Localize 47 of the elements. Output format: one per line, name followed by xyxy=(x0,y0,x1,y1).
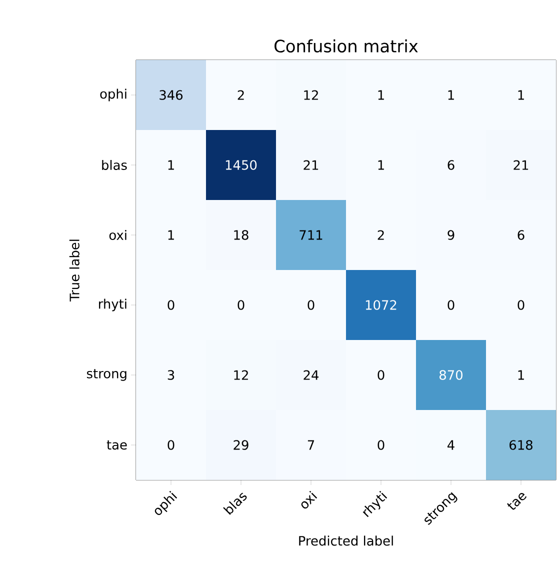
y-tick-label: oxi xyxy=(109,230,126,240)
data-label: 711 xyxy=(300,230,322,240)
data-label: 0 xyxy=(168,440,174,450)
data-label: 1 xyxy=(378,160,384,170)
data-label: 3 xyxy=(168,370,174,380)
y-tick-label: ophi xyxy=(100,88,126,102)
data-label: 1072 xyxy=(366,300,396,310)
data-label: 0 xyxy=(448,300,454,310)
data-label: 12 xyxy=(304,90,318,100)
data-label: 870 xyxy=(440,370,462,380)
data-label: 21 xyxy=(304,160,318,170)
data-label: 21 xyxy=(514,160,528,170)
data-label: 18 xyxy=(234,230,248,240)
data-label: 0 xyxy=(378,440,384,450)
data-label: 0 xyxy=(378,370,384,380)
data-label: 1 xyxy=(518,370,524,380)
y-tick-label: tae xyxy=(106,440,127,450)
data-label: 29 xyxy=(234,440,248,450)
data-label: 12 xyxy=(234,370,248,380)
data-label: 1 xyxy=(448,90,454,100)
data-label: 0 xyxy=(518,300,524,310)
data-label: 4 xyxy=(448,440,454,450)
data-label: 1450 xyxy=(226,160,257,170)
data-label: 0 xyxy=(308,300,314,310)
data-label: 618 xyxy=(510,440,532,450)
data-label: 6 xyxy=(518,230,524,240)
y-tick-label: blas xyxy=(102,160,127,170)
data-label: 1 xyxy=(168,230,174,240)
data-label: 1 xyxy=(518,90,524,100)
y-axis-title: True label xyxy=(69,240,80,302)
x-tick-label: tae xyxy=(506,493,526,510)
chart-title: Confusion matrix xyxy=(274,39,418,52)
data-label: 0 xyxy=(168,300,174,310)
data-label: 346 xyxy=(160,90,183,100)
data-label: 6 xyxy=(448,160,454,170)
data-label: 9 xyxy=(448,230,454,240)
data-label: 7 xyxy=(308,440,314,450)
data-label: 2 xyxy=(378,230,384,240)
y-tick-label: rhyti xyxy=(99,298,126,312)
data-label: 1 xyxy=(168,160,174,170)
data-label: 2 xyxy=(238,90,244,100)
data-label: 1 xyxy=(378,90,384,100)
data-label: 0 xyxy=(238,300,244,310)
x-tick-label: oxi xyxy=(301,490,318,509)
x-axis-title: Predicted label xyxy=(299,536,393,546)
y-tick-label: strong xyxy=(86,369,126,381)
data-label: 24 xyxy=(304,370,319,380)
